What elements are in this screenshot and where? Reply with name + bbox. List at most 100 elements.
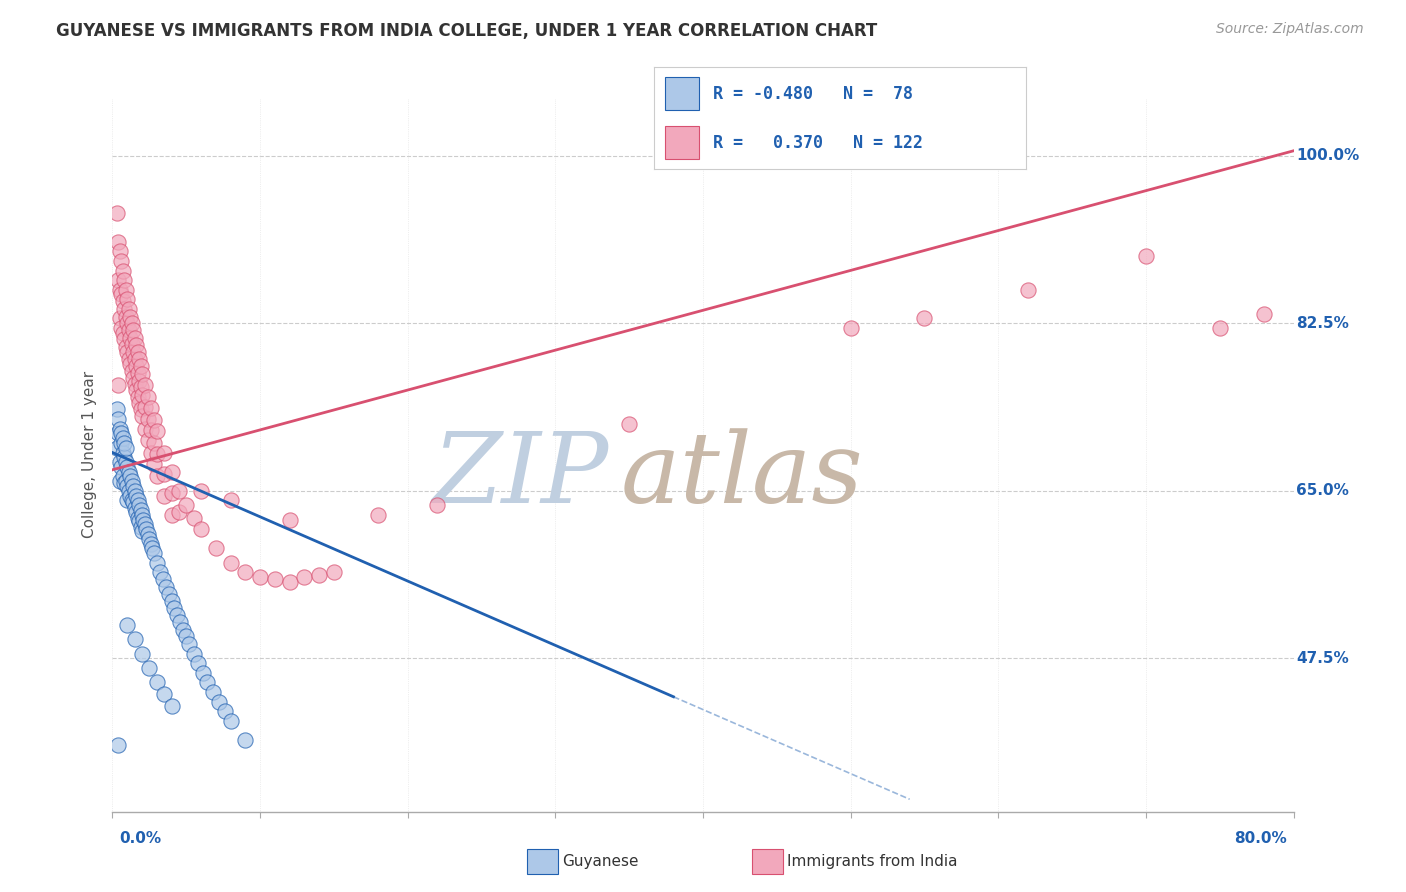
- Point: [134, 400, 156, 414]
- Point: [152, 572, 174, 586]
- Point: [112, 333, 135, 347]
- Point: [121, 337, 143, 351]
- Point: [160, 485, 183, 500]
- Point: [191, 665, 214, 680]
- Point: [121, 493, 143, 508]
- Point: [142, 457, 165, 471]
- Point: [107, 426, 129, 441]
- Point: [111, 326, 134, 340]
- Point: [153, 687, 176, 701]
- Point: [323, 566, 346, 580]
- Point: [205, 541, 228, 556]
- Point: [139, 401, 162, 416]
- Text: 65.0%: 65.0%: [1296, 483, 1350, 499]
- Point: [839, 321, 862, 335]
- Point: [136, 412, 159, 426]
- Point: [125, 359, 148, 374]
- Point: [120, 489, 142, 503]
- Point: [107, 235, 129, 249]
- Point: [142, 413, 165, 427]
- Point: [278, 574, 301, 589]
- Point: [110, 287, 132, 301]
- Point: [110, 436, 132, 450]
- Point: [160, 699, 183, 714]
- Point: [114, 283, 136, 297]
- Point: [146, 425, 169, 439]
- Point: [914, 311, 936, 326]
- Text: 47.5%: 47.5%: [1296, 651, 1350, 666]
- Point: [117, 618, 138, 632]
- Point: [134, 517, 156, 532]
- Point: [264, 572, 287, 586]
- Point: [118, 323, 141, 337]
- Point: [112, 436, 135, 450]
- Point: [121, 364, 143, 378]
- Point: [107, 378, 129, 392]
- Point: [127, 366, 149, 380]
- Point: [139, 536, 162, 550]
- Point: [124, 330, 146, 344]
- Point: [128, 374, 150, 388]
- Point: [138, 532, 160, 546]
- Point: [128, 498, 150, 512]
- Point: [121, 316, 143, 330]
- Point: [190, 522, 212, 536]
- Point: [111, 445, 134, 459]
- Point: [118, 301, 141, 316]
- Point: [120, 358, 142, 372]
- Point: [163, 600, 186, 615]
- Point: [128, 515, 150, 529]
- Point: [131, 647, 153, 661]
- Point: [308, 568, 330, 582]
- Point: [111, 469, 134, 483]
- Point: [146, 556, 169, 570]
- Point: [174, 629, 197, 643]
- Point: [219, 556, 242, 570]
- Point: [108, 421, 131, 435]
- Point: [118, 465, 141, 479]
- Point: [120, 330, 142, 344]
- Point: [112, 450, 135, 465]
- Point: [153, 489, 176, 503]
- Point: [107, 738, 129, 752]
- Point: [146, 447, 169, 461]
- Point: [249, 570, 271, 584]
- Point: [125, 489, 148, 503]
- Point: [110, 459, 132, 474]
- Point: [107, 273, 129, 287]
- Point: [1253, 307, 1275, 321]
- Text: ZIP: ZIP: [432, 429, 609, 524]
- Point: [124, 501, 146, 516]
- Point: [167, 505, 190, 519]
- Point: [112, 476, 135, 491]
- Point: [125, 338, 148, 352]
- Point: [190, 483, 212, 498]
- Point: [135, 522, 157, 536]
- Point: [129, 359, 152, 374]
- Point: [111, 431, 134, 445]
- Text: 100.0%: 100.0%: [1296, 148, 1360, 163]
- Point: [111, 294, 134, 309]
- Point: [124, 376, 146, 391]
- Point: [166, 608, 188, 623]
- Point: [160, 508, 183, 522]
- Point: [127, 510, 149, 524]
- Point: [1208, 321, 1232, 335]
- Point: [142, 436, 165, 450]
- Point: [117, 479, 138, 493]
- Point: [131, 367, 153, 381]
- Text: Source: ZipAtlas.com: Source: ZipAtlas.com: [1216, 22, 1364, 37]
- Point: [124, 632, 146, 647]
- Point: [108, 283, 131, 297]
- Point: [141, 541, 163, 556]
- Point: [132, 512, 155, 526]
- Y-axis label: College, Under 1 year: College, Under 1 year: [82, 371, 97, 539]
- Point: [155, 580, 177, 594]
- Point: [129, 520, 152, 534]
- Text: R =   0.370   N = 122: R = 0.370 N = 122: [713, 134, 924, 152]
- Point: [122, 323, 145, 337]
- Point: [146, 675, 169, 690]
- Point: [131, 524, 153, 538]
- Point: [125, 505, 148, 519]
- Point: [108, 244, 131, 259]
